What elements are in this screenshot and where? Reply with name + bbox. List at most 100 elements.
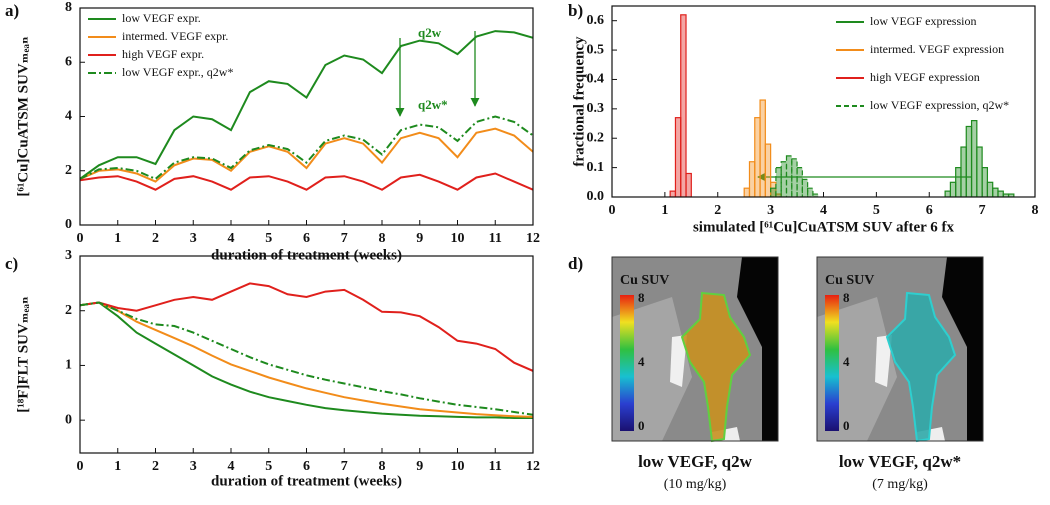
- line: [80, 30, 533, 180]
- x-axis-label: simulated [⁶¹Cu]CuATSM SUV after 6 fx: [693, 219, 955, 235]
- y-tick-label: 0.6: [587, 13, 605, 28]
- bar: [791, 158, 798, 197]
- x-tick-label: 3: [190, 231, 197, 246]
- panel-label: d): [568, 254, 583, 273]
- x-tick-label: 9: [416, 459, 423, 474]
- panel-label: c): [5, 254, 18, 273]
- bar: [770, 187, 777, 197]
- plot-area: [80, 282, 533, 419]
- y-tick-label: 0.2: [587, 130, 605, 145]
- plot-frame: [79, 255, 534, 454]
- bar: [780, 161, 788, 197]
- image-region: [942, 257, 983, 441]
- bar: [812, 193, 819, 197]
- bar: [955, 167, 962, 197]
- image-region: [875, 335, 892, 387]
- x-tick-label: 7: [341, 459, 348, 474]
- line: [80, 301, 533, 418]
- line: [80, 127, 533, 183]
- x-tick-label: 8: [1032, 203, 1039, 218]
- colorbar-tick: 8: [638, 290, 645, 305]
- image-region: [670, 335, 687, 387]
- colorbar-tick: 0: [638, 418, 645, 433]
- y-tick-label: 8: [65, 0, 72, 15]
- legend-label: low VEGF expression: [870, 14, 976, 28]
- bar: [1007, 193, 1015, 197]
- x-tick-label: 6: [303, 459, 310, 474]
- x-tick-label: 1: [114, 459, 121, 474]
- x-tick-label: 6: [303, 231, 310, 246]
- line: [80, 282, 533, 372]
- colorbar: [620, 295, 634, 431]
- bar: [992, 187, 999, 197]
- x-tick-label: 3: [767, 203, 774, 218]
- bar: [748, 161, 756, 197]
- x-tick-label: 10: [451, 459, 465, 474]
- x-tick-label: 0: [77, 231, 84, 246]
- x-tick-label: 11: [489, 231, 502, 246]
- image-panel: [816, 256, 984, 443]
- panel-label: b): [568, 1, 583, 20]
- bar: [965, 125, 973, 197]
- legend-label: low VEGF expr.: [122, 11, 201, 25]
- x-tick-label: 3: [190, 459, 197, 474]
- x-tick-label: 1: [661, 203, 668, 218]
- y-tick-label: 0.5: [587, 42, 605, 57]
- line: [80, 301, 533, 419]
- bar: [976, 146, 983, 197]
- bar: [960, 146, 967, 197]
- annotation: q2w*: [418, 97, 448, 112]
- x-tick-label: 7: [979, 203, 986, 218]
- bar: [743, 187, 751, 197]
- x-tick-label: 2: [152, 231, 159, 246]
- bar: [764, 143, 772, 197]
- y-tick-label: 0: [65, 217, 72, 232]
- x-tick-label: 12: [526, 231, 540, 246]
- x-tick-label: 4: [228, 459, 235, 474]
- x-tick-label: 9: [416, 231, 423, 246]
- x-tick-label: 6: [926, 203, 933, 218]
- bar: [680, 14, 687, 197]
- legend-label: low VEGF expr., q2w*: [122, 65, 233, 79]
- x-tick-label: 10: [451, 231, 465, 246]
- plot-area: [669, 14, 1015, 197]
- colorbar: [825, 295, 839, 431]
- caption: low VEGF, q2w*: [839, 452, 961, 471]
- y-tick-label: 2: [65, 163, 72, 178]
- bar: [949, 181, 957, 197]
- x-tick-label: 0: [609, 203, 616, 218]
- bar: [754, 117, 761, 197]
- x-tick-label: 5: [873, 203, 880, 218]
- plot-frame: [79, 7, 534, 226]
- y-tick-label: 1: [65, 358, 72, 373]
- y-tick-label: 4: [65, 109, 72, 124]
- x-tick-label: 1: [114, 231, 121, 246]
- plot-frame: [611, 5, 1036, 198]
- y-tick-label: 0.4: [587, 72, 605, 87]
- bar: [807, 187, 814, 197]
- x-axis-label: duration of treatment (weeks): [211, 473, 402, 489]
- y-tick-label: 0.0: [587, 189, 605, 204]
- y-tick-label: 6: [65, 54, 72, 69]
- bar: [759, 99, 766, 197]
- bar: [801, 178, 809, 197]
- legend-label: high VEGF expr.: [122, 47, 204, 61]
- y-tick-label: 2: [65, 303, 72, 318]
- x-tick-label: 8: [379, 459, 386, 474]
- y-axis-label: [⁶¹Cu]CuATSM SUVₘₑₐₙ: [15, 36, 31, 197]
- x-tick-label: 2: [152, 459, 159, 474]
- bar: [986, 181, 994, 197]
- line: [80, 301, 533, 416]
- x-tick-label: 5: [265, 459, 272, 474]
- caption: low VEGF, q2w: [638, 452, 753, 471]
- x-tick-label: 4: [228, 231, 235, 246]
- line: [80, 115, 533, 181]
- x-tick-label: 12: [526, 459, 540, 474]
- x-tick-label: 5: [265, 231, 272, 246]
- plot-area: [80, 30, 533, 191]
- colorbar-title: Cu SUV: [620, 273, 669, 288]
- x-tick-label: 11: [489, 459, 502, 474]
- bar: [669, 190, 677, 197]
- subcaption: (10 mg/kg): [664, 477, 727, 492]
- legend-label: low VEGF expression, q2w*: [870, 98, 1009, 112]
